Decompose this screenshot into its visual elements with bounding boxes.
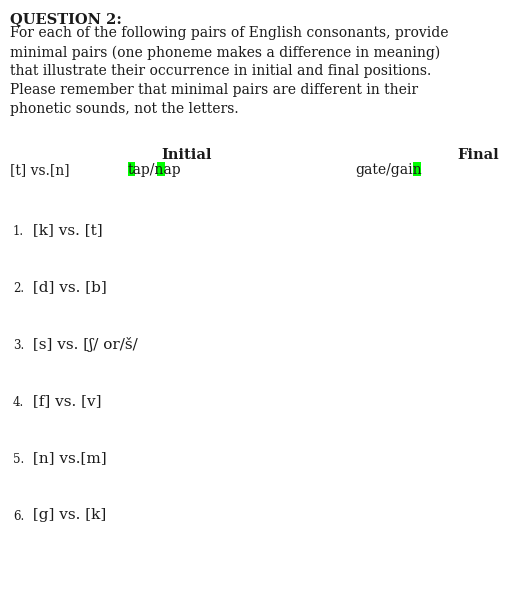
Text: QUESTION 2:: QUESTION 2:: [10, 12, 122, 26]
Bar: [414, 162, 421, 176]
Text: 6.: 6.: [13, 510, 24, 523]
Text: [f] vs. [v]: [f] vs. [v]: [28, 394, 101, 408]
Text: Final: Final: [457, 148, 499, 162]
Text: [t] vs.[n]: [t] vs.[n]: [10, 163, 70, 177]
Text: 5.: 5.: [13, 453, 24, 466]
Text: 4.: 4.: [13, 396, 24, 409]
Text: [k] vs. [t]: [k] vs. [t]: [28, 223, 102, 237]
Text: Initial: Initial: [162, 148, 212, 162]
Text: 2.: 2.: [13, 282, 24, 295]
Text: [g] vs. [k]: [g] vs. [k]: [28, 508, 106, 522]
Text: tap/nap: tap/nap: [128, 163, 182, 177]
Text: [d] vs. [b]: [d] vs. [b]: [28, 280, 107, 294]
Text: [n] vs.[m]: [n] vs.[m]: [28, 451, 107, 465]
Text: [s] vs. [ʃ/ or/š/: [s] vs. [ʃ/ or/š/: [28, 337, 138, 352]
Text: 3.: 3.: [13, 339, 24, 352]
Bar: [128, 162, 135, 176]
Text: For each of the following pairs of English consonants, provide
minimal pairs (on: For each of the following pairs of Engli…: [10, 26, 449, 116]
Bar: [157, 162, 165, 176]
Text: gate/gain: gate/gain: [355, 163, 422, 177]
Text: 1.: 1.: [13, 225, 24, 238]
